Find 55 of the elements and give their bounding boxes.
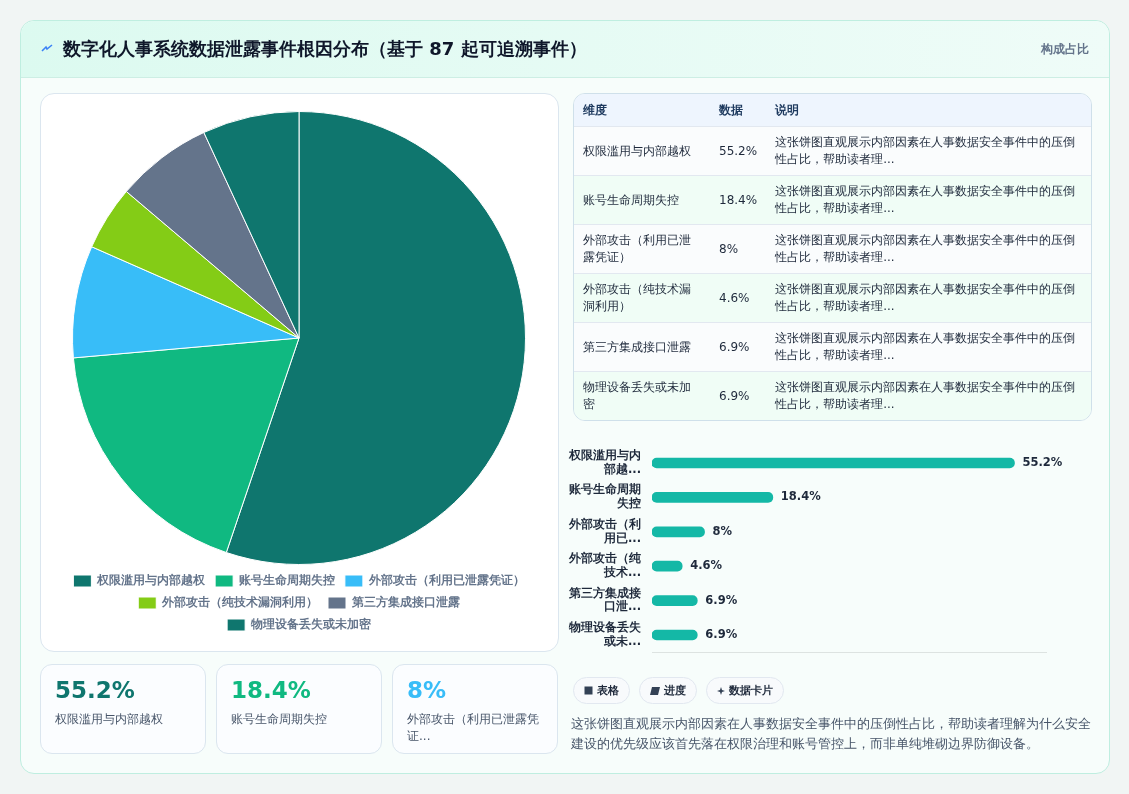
category-label: 外部攻击（纯技术漏洞利用） [574, 273, 710, 323]
text: 55.2% [719, 143, 758, 158]
text: 数字化人事系统数据泄露事件根因分布（基于 87 起可追溯事件） [63, 37, 587, 61]
bar [652, 457, 1015, 469]
legend-label: 第三方集成接口泄露 [350, 594, 460, 609]
data-label: 6.9% [705, 592, 738, 607]
text: 4.6% [719, 290, 750, 305]
legend-label: 外部攻击（纯技术漏洞利用） [161, 594, 318, 609]
text: 这张饼图直观展示内部因素在人事数据安全事件中的压倒性占比，帮助读者理... [766, 126, 1091, 176]
category-label: 进度 [664, 683, 686, 698]
category-label: 物理设备丢失或未加密 [574, 371, 710, 420]
text: 这张饼图直观展示内部因素在人事数据安全事件中的压倒性占比，帮助读者理解为什么安全建设的优先级应该首先落在权限治理和账号管控上，而非单纯堆砌边界防御设备。 [571, 715, 1091, 753]
category-label: 第三方集成接口泄露 [574, 322, 710, 372]
category-label: 外部攻击（利用已泄露凭证... [407, 711, 540, 745]
bar [652, 526, 705, 538]
y-tick-label: 外部攻击（利用已... [568, 516, 641, 545]
category-label: 数据卡片 [729, 683, 773, 698]
text: 18.4% [719, 192, 758, 207]
text: 6.9% [719, 339, 750, 354]
y-tick-label: 物理设备丢失或未... [568, 620, 642, 648]
category-label: 权限滥用与内部越权 [574, 126, 710, 176]
text: 构成占比 [1041, 41, 1089, 58]
data-label: 6.9% [705, 626, 738, 641]
text: 6.9% [719, 388, 750, 403]
text: 这张饼图直观展示内部因素在人事数据安全事件中的压倒性占比，帮助读者理... [775, 282, 1076, 313]
legend-label: 物理设备丢失或未加密 [249, 616, 372, 631]
text: 这张饼图直观展示内部因素在人事数据安全事件中的压倒性占比，帮助读者理... [775, 233, 1076, 264]
data-label: 4.6% [690, 558, 723, 573]
text: 说明 [766, 94, 1091, 127]
y-tick-label: 权限滥用与内部越... [568, 448, 641, 476]
text: 18.4% [231, 677, 311, 703]
category-label: 权限滥用与内部越权 [55, 711, 164, 728]
y-tick-label: 外部攻击（纯技术... [568, 551, 641, 580]
data-label: 8% [712, 523, 733, 538]
category-label: 表格 [597, 683, 619, 698]
legend-label: 账号生命周期失控 [237, 572, 335, 587]
text: 55.2% [55, 677, 135, 703]
bar [652, 595, 698, 606]
data-label: 55.2% [1022, 454, 1063, 469]
text: 8% [719, 241, 739, 256]
text: 这张饼图直观展示内部因素在人事数据安全事件中的压倒性占比，帮助读者理... [775, 380, 1076, 411]
text: 这张饼图直观展示内部因素在人事数据安全事件中的压倒性占比，帮助读者理... [775, 184, 1076, 215]
text: 数据 [710, 94, 767, 127]
y-tick-label: 第三方集成接口泄... [568, 585, 641, 614]
category-label: 账号生命周期失控 [231, 711, 328, 728]
y-tick-label: 账号生命周期失控 [568, 482, 641, 511]
text: 维度 [574, 94, 710, 127]
text: 8% [407, 677, 447, 703]
legend-label: 权限滥用与内部越权 [96, 572, 207, 587]
legend-label: 外部攻击（利用已泄露凭证） [367, 572, 525, 587]
data-label: 18.4% [780, 489, 822, 504]
bar [652, 492, 774, 503]
bar [652, 629, 698, 641]
category-label: 外部攻击（利用已泄露凭证） [574, 224, 710, 274]
text: 这张饼图直观展示内部因素在人事数据安全事件中的压倒性占比，帮助读者理... [775, 331, 1076, 362]
